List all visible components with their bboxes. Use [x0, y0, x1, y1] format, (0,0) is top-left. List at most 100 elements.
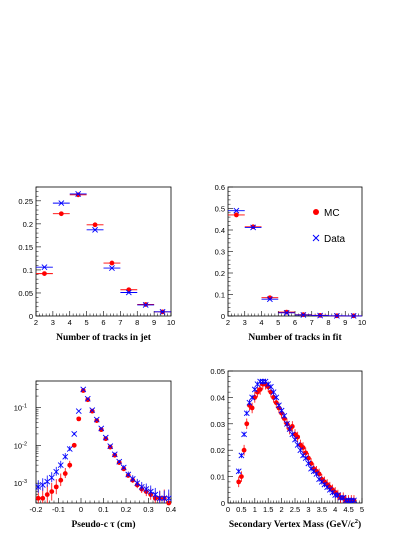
x-tick-label: 0.2	[121, 505, 131, 514]
data-point	[295, 312, 312, 318]
x-tick-label: 2	[280, 505, 284, 514]
data-point	[154, 308, 171, 315]
mc-point	[44, 484, 50, 503]
mc-point	[85, 397, 91, 403]
data-point	[165, 489, 172, 503]
data-point	[345, 312, 362, 319]
x-tick-label: 0.3	[143, 505, 153, 514]
x-tick-label: 7	[310, 318, 314, 327]
y-tick-label: 10-2	[14, 441, 27, 450]
data-point	[292, 436, 298, 443]
chart-panel-3: -0.2 -0.1 0 0.1 0.2 0.3 0.4 10-3 10-2 10-1 Pseudo-…	[14, 380, 176, 530]
data-point	[249, 394, 256, 401]
mc-point	[236, 476, 242, 488]
mc-point	[67, 460, 73, 469]
data-point	[107, 443, 114, 450]
mc-point	[244, 224, 262, 230]
data-point	[44, 475, 51, 487]
x-tick-label: 1.5	[263, 505, 273, 514]
data-point	[53, 466, 60, 476]
data-point	[297, 447, 304, 454]
data-point	[261, 296, 279, 303]
y-tick-label: 0.2	[23, 220, 33, 229]
y-tick-label: 0.04	[210, 393, 225, 402]
data-point	[278, 407, 285, 414]
data-point	[57, 460, 64, 469]
x-tick-label: 4.5	[343, 505, 353, 514]
y-tick-label: 10-1	[14, 403, 27, 412]
data-point	[69, 190, 87, 197]
mc-point	[228, 212, 245, 218]
data-point	[311, 312, 329, 319]
data-point	[343, 497, 349, 504]
y-tick-label: 0	[221, 499, 225, 508]
x-tick-label: 2	[226, 318, 230, 327]
mc-point	[52, 211, 70, 217]
data-point	[52, 200, 70, 207]
x-tick-label: 3	[243, 318, 247, 327]
x-axis-label: Secondary Vertex Mass (GeV/c2)	[229, 518, 361, 530]
data-point	[143, 483, 150, 494]
x-tick-label: 10	[167, 318, 175, 327]
data-point	[125, 471, 132, 478]
mc-point	[36, 271, 53, 277]
data-point	[228, 207, 245, 214]
data-point	[80, 386, 87, 393]
x-tick-label: 4	[333, 505, 337, 514]
x-tick-label: 2.5	[290, 505, 300, 514]
data-point	[62, 453, 69, 460]
chart-panel-2: 2 3 4 5 6 7 8 9 10 0 0.1 0.2 0.3 0.4 0.5 0.6 Number of t…	[215, 183, 367, 343]
mc-point	[49, 482, 55, 501]
legend-data-label: Data	[324, 234, 346, 245]
x-tick-label: 9	[152, 318, 156, 327]
y-tick-label: 0	[221, 312, 225, 321]
mc-point	[69, 192, 87, 198]
y-tick-label: 0.25	[18, 197, 33, 206]
data-point	[103, 265, 121, 272]
data-point	[102, 434, 109, 441]
chart-panel-1: 2 3 4 5 6 7 8 9 10 0 0.05 0.1 0.15 0.2 0.25 Number of t…	[18, 186, 175, 343]
data-point	[147, 485, 154, 497]
x-tick-label: 0.4	[166, 505, 176, 514]
y-tick-label: 0.02	[210, 446, 225, 455]
x-tick-label: -0.1	[52, 505, 65, 514]
y-tick-label: 0.1	[215, 291, 225, 300]
data-point	[259, 378, 266, 385]
mc-point	[239, 471, 244, 482]
legend-mc-label: MC	[324, 208, 340, 219]
data-point	[351, 497, 357, 504]
mc-point	[249, 402, 255, 414]
y-tick-label: 0.1	[23, 266, 33, 275]
x-tick-label: 8	[135, 318, 139, 327]
x-axis-label: Number of tracks in fit	[248, 333, 342, 343]
x-tick-label: 4	[68, 318, 72, 327]
legend: MC Data	[312, 208, 346, 245]
y-tick-label: 0.05	[18, 289, 33, 298]
data-point	[111, 451, 118, 458]
data-point	[116, 458, 123, 465]
mc-point	[80, 388, 86, 393]
x-tick-label: 5	[85, 318, 89, 327]
x-tick-label: 9	[343, 318, 347, 327]
legend-data-marker	[312, 234, 320, 242]
mc-point	[244, 418, 250, 430]
y-tick-label: 0.5	[215, 205, 225, 214]
data-point	[281, 412, 288, 419]
data-point	[238, 452, 245, 459]
mc-point	[86, 222, 104, 228]
y-tick-label: 0.05	[210, 367, 225, 376]
x-tick-label: 1	[253, 505, 257, 514]
x-tick-label: 6	[101, 318, 105, 327]
mc-point	[241, 444, 247, 456]
data-point	[337, 494, 344, 501]
y-tick-label: 0.03	[210, 420, 225, 429]
x-tick-label: -0.2	[30, 505, 43, 514]
data-point	[120, 464, 127, 471]
y-tick-label: 0.3	[215, 248, 225, 257]
x-tick-label: 2	[34, 318, 38, 327]
mc-point	[120, 287, 138, 293]
plot-frame	[227, 186, 363, 317]
data-point	[332, 492, 339, 498]
mc-point	[71, 442, 77, 448]
